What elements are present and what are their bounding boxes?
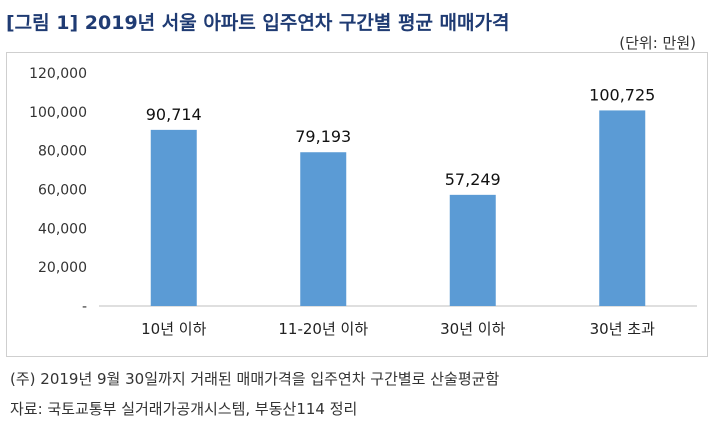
unit-label: (단위: 만원): [619, 34, 696, 52]
y-tick-label: 60,000: [38, 183, 87, 199]
x-tick-label: 11-20년 이하: [278, 320, 368, 338]
data-label: 90,714: [146, 105, 202, 124]
chart-title: [그림 1] 2019년 서울 아파트 입주연차 구간별 평균 매매가격: [6, 12, 510, 34]
y-tick-label: -: [82, 299, 87, 315]
bar: [300, 152, 347, 306]
data-label: 57,249: [445, 170, 501, 189]
bar: [449, 194, 496, 306]
x-tick-label: 30년 초과: [590, 320, 655, 338]
data-label: 100,725: [589, 85, 655, 104]
calculation-note: (주) 2019년 9월 30일까지 거래된 매매가격을 입주연차 구간별로 산…: [10, 370, 500, 388]
chart-area: - 20,000 40,000 60,000 80,000 100,000 120,000 9…: [6, 52, 708, 357]
y-tick-label: 100,000: [29, 105, 87, 121]
bar: [599, 110, 646, 306]
y-tick-label: 20,000: [38, 260, 87, 276]
y-tick-label: 40,000: [38, 221, 87, 237]
data-label: 79,193: [295, 127, 351, 146]
y-tick-label: 120,000: [29, 66, 87, 82]
x-tick-label: 30년 이하: [440, 320, 505, 338]
y-tick-label: 80,000: [38, 144, 87, 160]
x-tick-label: 10년 이하: [141, 320, 206, 338]
bar-chart: - 20,000 40,000 60,000 80,000 100,000 120,000 9…: [29, 66, 697, 338]
source-note: 자료: 국토교통부 실거래가공개시스템, 부동산114 정리: [10, 400, 358, 418]
bar: [150, 129, 197, 306]
